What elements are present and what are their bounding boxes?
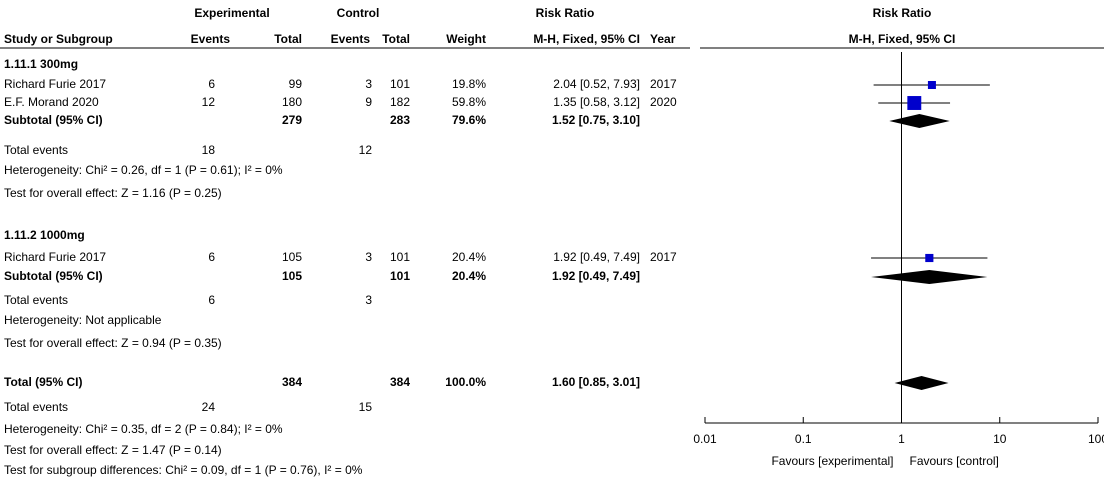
heterogeneity: Heterogeneity: Not applicable	[4, 313, 162, 327]
study-square	[925, 253, 934, 263]
summary-label: Subtotal (95% CI)	[4, 113, 103, 127]
column-header: Total	[274, 32, 302, 46]
exp-total: 105	[282, 269, 302, 283]
events-label: Total events	[4, 293, 68, 307]
exp-total: 279	[282, 113, 302, 127]
weight: 100.0%	[445, 375, 486, 389]
ci-label: 1.35 [0.58, 3.12]	[553, 95, 640, 109]
exp-total: 180	[282, 95, 302, 109]
ctl-events: 3	[365, 77, 372, 91]
study-square	[927, 80, 936, 90]
x-tick-label: 1	[898, 432, 905, 446]
summary-diamond	[894, 376, 949, 390]
ci-label: 2.04 [0.52, 7.93]	[553, 77, 640, 91]
study-name: E.F. Morand 2020	[4, 95, 99, 109]
ctl-events: 15	[359, 400, 373, 414]
year: 2017	[650, 250, 677, 264]
x-tick-label: 0.1	[795, 432, 812, 446]
subgroup-differences: Test for subgroup differences: Chi² = 0.…	[4, 463, 363, 477]
ctl-events: 3	[365, 250, 372, 264]
column-header: Events	[191, 32, 231, 46]
ci-label: 1.92 [0.49, 7.49]	[553, 250, 640, 264]
x-label-left: Favours [experimental]	[771, 454, 893, 468]
exp-events: 6	[208, 293, 215, 307]
overall-effect: Test for overall effect: Z = 0.94 (P = 0…	[4, 336, 222, 350]
column-header: M-H, Fixed, 95% CI	[533, 32, 640, 46]
ctl-total: 384	[390, 375, 410, 389]
ci-label: 1.60 [0.85, 3.01]	[552, 375, 640, 389]
summary-diamond	[889, 114, 950, 128]
weight: 20.4%	[452, 269, 486, 283]
group-header: Risk Ratio	[536, 6, 595, 20]
summary-label: Subtotal (95% CI)	[4, 269, 103, 283]
heterogeneity: Heterogeneity: Chi² = 0.35, df = 2 (P = …	[4, 422, 283, 436]
group-header: Control	[337, 6, 380, 20]
exp-events: 12	[202, 95, 216, 109]
exp-events: 6	[208, 77, 215, 91]
column-header: Total	[382, 32, 410, 46]
events-label: Total events	[4, 143, 68, 157]
ctl-events: 12	[359, 143, 373, 157]
year: 2020	[650, 95, 677, 109]
ci-label: 1.52 [0.75, 3.10]	[552, 113, 640, 127]
group-header: Experimental	[194, 6, 269, 20]
weight: 19.8%	[452, 77, 486, 91]
subgroup-label: 1.11.2 1000mg	[4, 228, 85, 242]
events-label: Total events	[4, 400, 68, 414]
exp-events: 6	[208, 250, 215, 264]
x-label-right: Favours [control]	[910, 454, 999, 468]
study-name: Richard Furie 2017	[4, 77, 106, 91]
overall-effect: Test for overall effect: Z = 1.47 (P = 0…	[4, 443, 222, 457]
summary-label: Total (95% CI)	[4, 375, 82, 389]
exp-total: 99	[289, 77, 303, 91]
exp-total: 384	[282, 375, 302, 389]
plot-title: Risk Ratio	[873, 6, 932, 20]
heterogeneity: Heterogeneity: Chi² = 0.26, df = 1 (P = …	[4, 163, 283, 177]
ctl-total: 101	[390, 77, 410, 91]
ctl-total: 182	[390, 95, 410, 109]
ctl-events: 9	[365, 95, 372, 109]
column-header: Weight	[446, 32, 486, 46]
study-name: Richard Furie 2017	[4, 250, 106, 264]
study-square	[907, 96, 922, 110]
exp-events: 24	[202, 400, 216, 414]
x-tick-label: 100	[1088, 432, 1104, 446]
ctl-events: 3	[365, 293, 372, 307]
ctl-total: 101	[390, 269, 410, 283]
weight: 59.8%	[452, 95, 486, 109]
x-tick-label: 10	[993, 432, 1007, 446]
weight: 20.4%	[452, 250, 486, 264]
plot-subtitle: M-H, Fixed, 95% CI	[849, 32, 956, 46]
column-header: Study or Subgroup	[4, 32, 113, 46]
summary-diamond	[871, 270, 988, 284]
overall-effect: Test for overall effect: Z = 1.16 (P = 0…	[4, 186, 222, 200]
x-tick-label: 0.01	[693, 432, 717, 446]
column-header: Events	[331, 32, 371, 46]
column-header: Year	[650, 32, 676, 46]
subgroup-label: 1.11.1 300mg	[4, 57, 78, 71]
year: 2017	[650, 77, 677, 91]
exp-events: 18	[202, 143, 216, 157]
ci-label: 1.92 [0.49, 7.49]	[552, 269, 640, 283]
weight: 79.6%	[452, 113, 486, 127]
ctl-total: 283	[390, 113, 410, 127]
exp-total: 105	[282, 250, 302, 264]
ctl-total: 101	[390, 250, 410, 264]
